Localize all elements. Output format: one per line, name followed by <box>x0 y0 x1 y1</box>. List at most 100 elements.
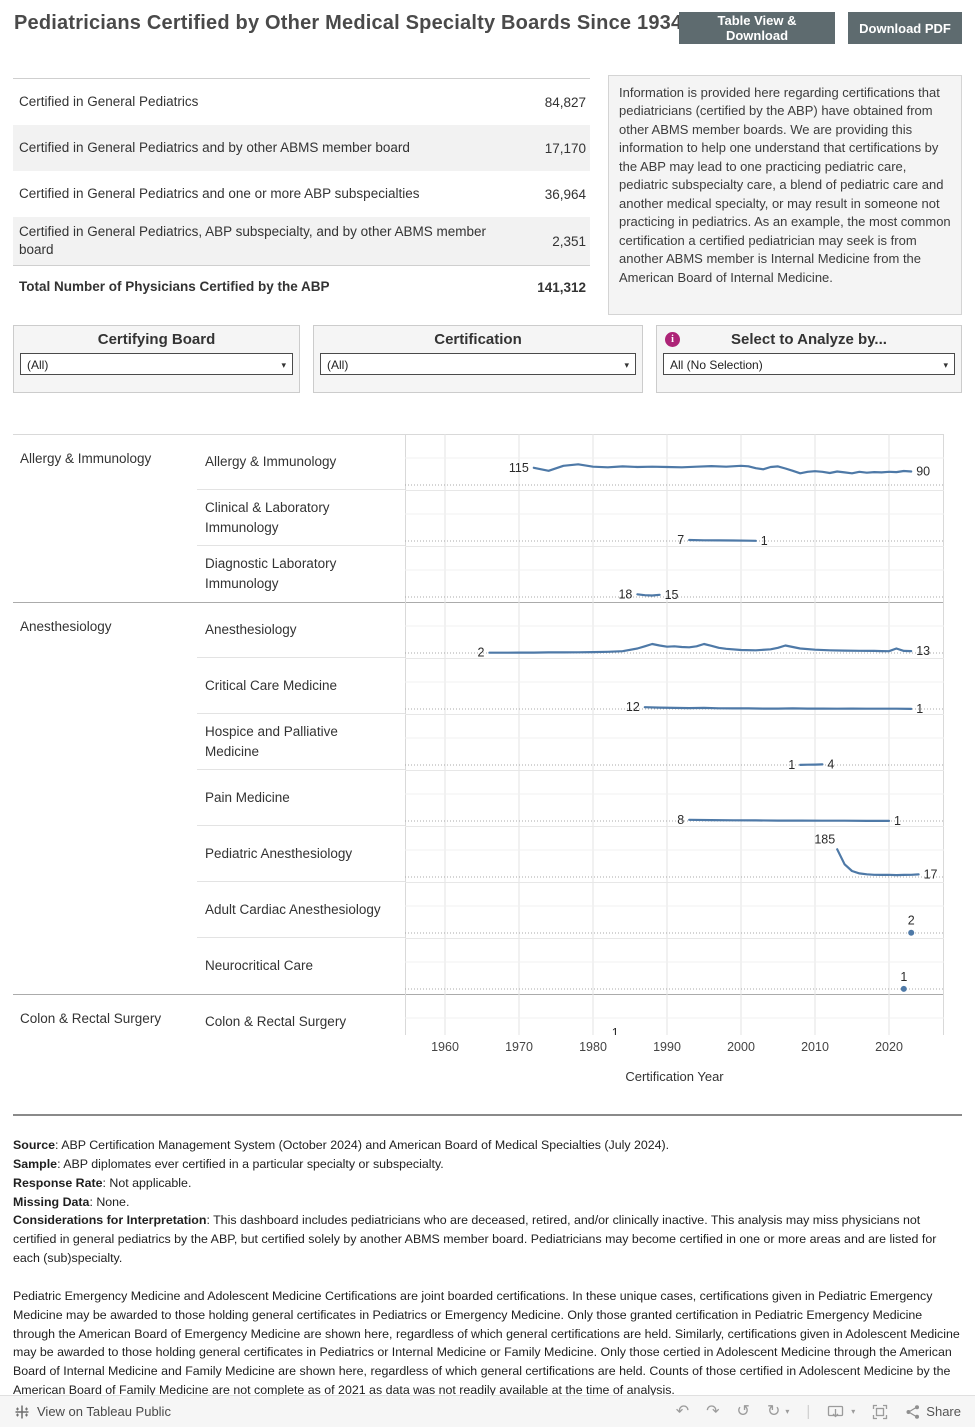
tableau-logo-icon <box>15 1405 29 1418</box>
data-label: 4 <box>827 757 834 771</box>
info-icon[interactable]: i <box>665 332 680 347</box>
undo-icon[interactable]: ↶ <box>675 1402 690 1420</box>
data-line[interactable] <box>688 818 891 822</box>
specialty-label: Pediatric Anesthesiology <box>197 826 405 882</box>
filter-title: Select to Analyze by... <box>731 331 887 348</box>
view-on-tableau-link[interactable]: View on Tableau Public <box>14 1404 171 1420</box>
dropdown-value: All (No Selection) <box>670 358 763 372</box>
data-point[interactable] <box>908 929 915 936</box>
x-tick-label: 1990 <box>653 1040 681 1054</box>
data-line[interactable] <box>799 763 824 766</box>
footnote-line: Source: ABP Certification Management Sys… <box>13 1138 670 1152</box>
filter-certification: Certification (All) ▾ <box>313 325 643 393</box>
specialty-label: Clinical & Laboratory Immunology <box>197 490 405 546</box>
specialty-label: Pain Medicine <box>197 770 405 826</box>
data-point[interactable] <box>900 985 907 992</box>
specialty-label: Colon & Rectal Surgery <box>205 1014 347 1030</box>
data-line[interactable] <box>488 642 913 654</box>
data-label: 1 <box>788 758 795 772</box>
table-view-download-button[interactable]: Table View & Download <box>679 12 835 44</box>
share-icon <box>906 1404 920 1419</box>
footnote-line: Considerations for Interpretation: This … <box>13 1213 937 1266</box>
board-label: Colon & Rectal Surgery <box>20 1011 162 1026</box>
x-tick-label: 1980 <box>579 1040 607 1054</box>
x-tick-label: 2010 <box>801 1040 829 1054</box>
row-value: 2,351 <box>552 233 586 249</box>
download-pdf-button[interactable]: Download PDF <box>848 12 962 44</box>
data-line[interactable] <box>836 848 920 877</box>
row-label: Certified in General Pediatrics and by o… <box>19 139 410 155</box>
data-line[interactable] <box>688 538 757 542</box>
table-row: Certified in General Pediatrics and one … <box>13 171 590 217</box>
specialty-label: Anesthesiology <box>197 602 405 658</box>
chevron-down-icon: ▾ <box>281 360 286 370</box>
certification-dropdown[interactable]: (All) ▾ <box>320 353 636 375</box>
data-label: 1 <box>916 702 923 716</box>
x-axis-ticks: 1960 1970 1980 1990 2000 2010 2020 <box>405 1040 944 1058</box>
filter-analyze-by: i Select to Analyze by... All (No Select… <box>656 325 962 393</box>
dropdown-value: (All) <box>27 358 49 372</box>
chart-top-border <box>13 434 944 435</box>
footnote-paragraph: Pediatric Emergency Medicine and Adolesc… <box>13 1288 960 1398</box>
specialty-label: Neurocritical Care <box>205 958 314 974</box>
page-title: Pediatricians Certified by Other Medical… <box>14 12 683 34</box>
row-value: 17,170 <box>544 140 586 156</box>
table-row: Total Number of Physicians Certified by … <box>13 265 590 308</box>
data-line[interactable] <box>636 593 661 597</box>
data-line[interactable] <box>532 463 913 475</box>
data-label: 1 <box>894 814 901 828</box>
download-icon[interactable] <box>827 1404 844 1420</box>
redo-icon[interactable]: ↷ <box>706 1402 720 1420</box>
board-label: Anesthesiology <box>20 619 112 634</box>
data-line[interactable] <box>643 706 913 710</box>
footnotes: Source: ABP Certification Management Sys… <box>13 1136 962 1400</box>
chevron-down-icon: ▾ <box>624 360 629 370</box>
x-tick-label: 2020 <box>875 1040 903 1054</box>
specialty-label: Diagnostic Laboratory Immunology <box>205 556 337 591</box>
data-label: 115 <box>509 461 529 475</box>
dropdown-value: (All) <box>327 358 349 372</box>
data-label: 7 <box>677 533 684 547</box>
table-row: Certified in General Pediatrics and by o… <box>13 125 590 171</box>
analyze-by-dropdown[interactable]: All (No Selection) ▾ <box>663 353 955 375</box>
x-axis-title: Certification Year <box>625 1069 724 1084</box>
share-button[interactable]: Share <box>905 1404 961 1420</box>
data-label: 12 <box>626 700 640 714</box>
fullscreen-icon[interactable] <box>872 1404 888 1420</box>
data-label: 2 <box>477 646 484 660</box>
refresh-menu-caret-icon[interactable]: ▾ <box>785 1407 790 1416</box>
board-group-divider <box>13 602 944 603</box>
row-value: 84,827 <box>544 94 586 110</box>
x-tick-label: 1970 <box>505 1040 533 1054</box>
certification-summary-table: Certified in General Pediatrics 84,827 Cer… <box>13 78 590 308</box>
reset-icon[interactable]: ↺ <box>736 1402 750 1420</box>
filter-title: Certifying Board <box>97 331 216 348</box>
table-row: Certified in General Pediatrics 84,827 <box>13 79 590 125</box>
data-label: 185 <box>814 832 835 846</box>
table-row: Certified in General Pediatrics, ABP sub… <box>13 217 590 266</box>
specialty-label: Adult Cardiac Anesthesiology <box>197 882 405 938</box>
board-label: Allergy & Immunology <box>20 451 152 466</box>
data-label: 2 <box>908 914 915 928</box>
view-on-tableau-label: View on Tableau Public <box>37 1404 171 1419</box>
filter-certifying-board: Certifying Board (All) ▾ <box>13 325 300 393</box>
section-divider <box>13 1114 962 1116</box>
certifying-board-dropdown[interactable]: (All) ▾ <box>20 353 293 375</box>
row-label: Certified in General Pediatrics, ABP sub… <box>19 224 486 258</box>
row-value: 141,312 <box>537 279 586 295</box>
data-label: 15 <box>665 588 679 602</box>
footnote-line: Response Rate: Not applicable. <box>13 1175 192 1190</box>
data-label: 17 <box>924 867 938 881</box>
chevron-down-icon: ▾ <box>943 360 948 370</box>
data-label: 8 <box>677 813 684 827</box>
row-value: 36,964 <box>544 186 586 202</box>
x-tick-label: 2000 <box>727 1040 755 1054</box>
data-label: 90 <box>916 465 930 479</box>
data-label: 13 <box>916 644 930 658</box>
specialty-label: Allergy & Immunology <box>197 434 405 490</box>
download-menu-caret-icon[interactable]: ▾ <box>851 1407 856 1416</box>
refresh-icon[interactable]: ↻ <box>766 1402 781 1420</box>
info-text-box: Information is provided here regarding c… <box>608 75 962 315</box>
